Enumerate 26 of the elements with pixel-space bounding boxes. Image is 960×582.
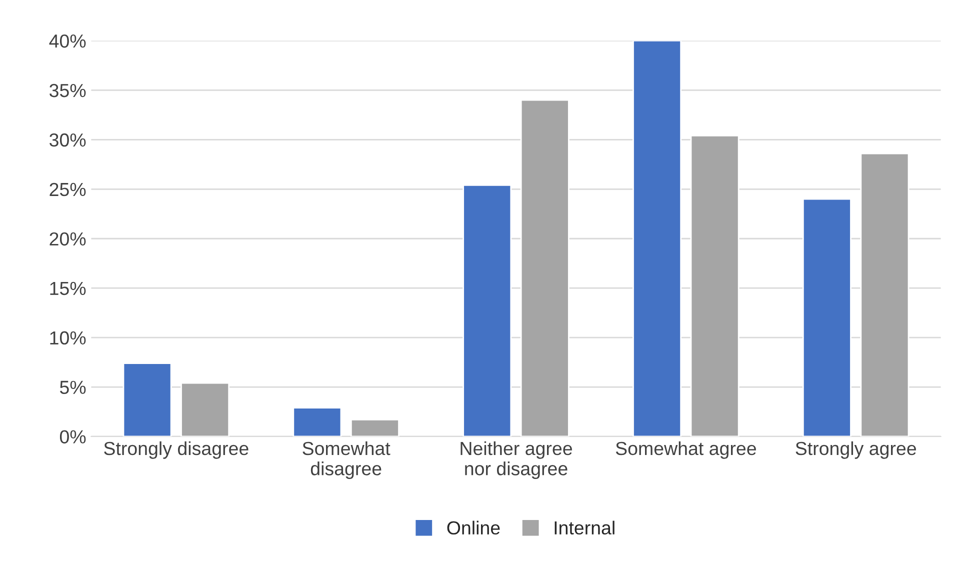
bar xyxy=(632,40,682,436)
x-tick-label: Neither agree nor disagree xyxy=(460,441,572,480)
y-tick-label: 10% xyxy=(50,331,86,345)
y-tick-label: 15% xyxy=(50,282,86,296)
bar xyxy=(462,184,512,436)
bar xyxy=(350,418,400,436)
bar xyxy=(292,407,342,436)
y-tick-label: 20% xyxy=(50,232,86,246)
x-tick-label: Somewhat agree xyxy=(616,441,756,459)
y-tick-label: 40% xyxy=(49,34,86,48)
y-tick-label: 30% xyxy=(50,133,86,147)
legend-label: Internal xyxy=(554,520,614,535)
y-tick-label: 25% xyxy=(50,182,86,196)
x-tick-label: Strongly disagree xyxy=(104,441,248,459)
y-tick-label: 0% xyxy=(60,430,86,444)
y-tick-label: 5% xyxy=(60,380,86,394)
x-tick-label: Strongly agree xyxy=(796,441,916,459)
y-tick-label: 35% xyxy=(50,84,86,98)
bar xyxy=(690,135,740,436)
bar xyxy=(520,99,570,436)
bar xyxy=(180,382,230,436)
bar xyxy=(122,362,172,436)
x-tick-label: Somewhat disagree xyxy=(302,441,390,480)
bar xyxy=(802,198,852,436)
bar xyxy=(860,152,910,436)
legend-label: Online xyxy=(447,520,500,535)
